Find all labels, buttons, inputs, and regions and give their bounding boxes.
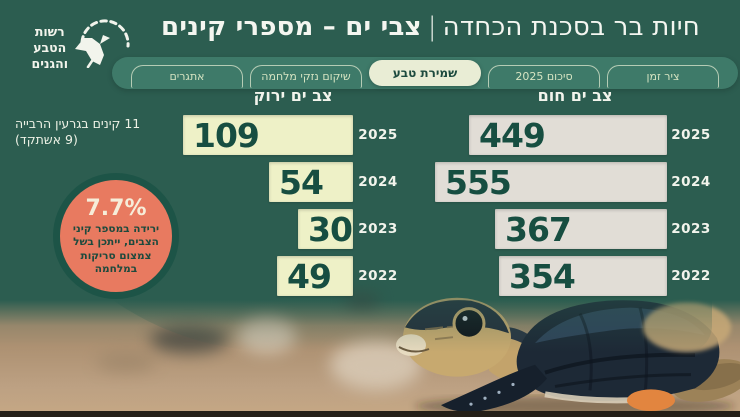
- tab-summary-2025[interactable]: סיכום 2025: [488, 64, 600, 88]
- year-label: 2023: [358, 221, 398, 237]
- nature-parks-authority-logo: רשות הטבע והגנים: [8, 8, 136, 80]
- bar-2024-green: 54: [269, 162, 353, 202]
- tab-timeline[interactable]: ציר זמן: [607, 64, 719, 88]
- page-title: חיות בר בסכנת הכחדה|צבי ים – מספרי קינים: [161, 12, 700, 42]
- tab-nature-conservation[interactable]: שמירת טבע: [369, 60, 481, 86]
- year-label: 2025: [358, 127, 398, 143]
- title-separator: |: [427, 12, 437, 42]
- ibex-icon: [75, 19, 130, 68]
- percent-decline-badge: 7.7% ירידה במספר קיני הצבים, ייתכן בשל צ…: [53, 173, 179, 299]
- bar-row: 2022 354: [435, 256, 715, 296]
- bar-value: 49: [287, 256, 332, 296]
- bar-row: 2025 449: [435, 115, 715, 155]
- breeding-nucleus-note: 11 קינים בגרעין הרבייה (9 אשתקד): [15, 116, 170, 149]
- tab-war-damage-rehab[interactable]: שיקום נזקי מלחמה: [250, 64, 362, 88]
- bar-row: 2022 49: [183, 256, 403, 296]
- tab-bar: ציר זמן סיכום 2025 שמירת טבע שיקום נזקי …: [112, 57, 738, 89]
- logo-text: רשות הטבע והגנים: [31, 24, 68, 71]
- badge-text: ירידה במספר קיני הצבים, ייתכן בשל צמצום …: [72, 223, 160, 275]
- bar-value: 449: [479, 115, 546, 155]
- bar-2023-green: 30: [298, 209, 353, 249]
- bar-rows: 2025 109 2024 54 2023 30 2022 49: [183, 115, 403, 296]
- bar-row: 2024 555: [435, 162, 715, 202]
- chart-brown-turtle: צב ים חום 2025 449 2024 555 2023 367 202…: [435, 86, 715, 296]
- bar-2024-brown: 555: [435, 162, 667, 202]
- pebble-blur: [96, 352, 156, 372]
- bar-2025-brown: 449: [469, 115, 667, 155]
- bar-rows: 2025 449 2024 555 2023 367 2022 354: [435, 115, 715, 296]
- tab-challenges[interactable]: אתגרים: [131, 64, 243, 88]
- bar-2022-green: 49: [277, 256, 353, 296]
- bar-value: 30: [308, 209, 353, 249]
- bar-2025-green: 109: [183, 115, 353, 155]
- bar-value: 109: [193, 115, 260, 155]
- year-label: 2024: [358, 174, 398, 190]
- bar-row: 2024 54: [183, 162, 403, 202]
- note-line-2: (9 אשתקד): [15, 132, 78, 148]
- bar-value: 54: [279, 162, 324, 202]
- chart-title-green: צב ים ירוק: [253, 86, 333, 105]
- note-line-1: 11 קינים בגרעין הרבייה: [15, 116, 141, 131]
- bar-value: 367: [505, 209, 572, 249]
- chart-title-brown: צב ים חום: [537, 86, 613, 105]
- bar-2023-brown: 367: [495, 209, 667, 249]
- bar-row: 2023 30: [183, 209, 403, 249]
- year-label: 2024: [671, 174, 711, 190]
- title-bold: צבי ים – מספרי קינים: [161, 12, 422, 42]
- year-label: 2023: [671, 221, 711, 237]
- year-label: 2025: [671, 127, 711, 143]
- bar-row: 2025 109: [183, 115, 403, 155]
- year-label: 2022: [358, 268, 398, 284]
- badge-percent: 7.7%: [85, 196, 147, 222]
- bar-value: 555: [445, 162, 512, 202]
- title-regular: חיות בר בסכנת הכחדה: [442, 12, 700, 42]
- chart-green-turtle: צב ים ירוק 2025 109 2024 54 2023 30 2022…: [183, 86, 403, 296]
- year-label: 2022: [671, 268, 711, 284]
- bar-2022-brown: 354: [499, 256, 667, 296]
- photo-bottom-edge: [0, 411, 740, 417]
- bar-row: 2023 367: [435, 209, 715, 249]
- bar-value: 354: [509, 256, 576, 296]
